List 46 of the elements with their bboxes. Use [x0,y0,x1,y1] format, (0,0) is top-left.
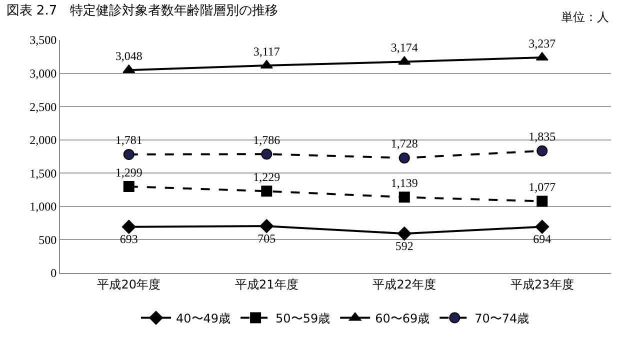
data-label: 705 [258,231,276,246]
point [397,226,412,241]
data-label: 1,781 [115,133,142,148]
y-tick-label: 2,500 [30,100,57,114]
legend-label: 70〜74歳 [474,311,530,326]
x-tick-label: 平成22年度 [372,277,436,292]
data-label: 1,077 [528,180,556,194]
y-tick-label: 3,500 [30,33,57,48]
point [398,152,410,164]
data-label: 1,229 [253,170,280,184]
point [536,196,548,207]
data-label: 3,237 [528,36,556,50]
point [261,148,272,160]
x-tick-label: 平成20年度 [97,277,161,292]
data-label: 3,117 [253,44,280,58]
data-label: 1,835 [528,130,556,144]
point [535,220,550,234]
x-tick-label: 平成21年度 [234,277,298,292]
y-tick-label: 3,000 [30,66,57,80]
data-label: 1,728 [390,136,418,151]
text: 単位：人 [561,10,609,24]
data-label: 1,299 [115,165,142,180]
y-tick-label: 1,500 [30,166,57,180]
data-label: 693 [120,232,138,246]
point [123,181,134,192]
point [123,148,134,160]
data-label: 1,139 [390,176,418,190]
data-label: 3,048 [115,48,142,63]
y-tick-label: 1,000 [30,200,57,214]
y-tick-label: 2,000 [30,133,57,148]
point [122,220,136,234]
data-label: 1,786 [253,132,280,147]
data-label: 694 [533,232,552,246]
y-tick-label: 500 [38,232,57,247]
point [398,192,410,203]
data-label: 3,174 [390,40,418,54]
chart-title: 図表 2.7 特定健診対象者数年齢階層別の推移 [6,2,278,18]
legend-label: 50〜59歳 [276,311,330,326]
point [261,186,272,197]
data-label: 592 [395,238,414,253]
legend-label: 40〜49歳 [176,311,231,326]
x-tick-label: 平成23年度 [510,277,574,292]
point [536,145,548,156]
y-tick-label: 0 [50,266,57,280]
point [260,219,274,234]
legend-label: 60〜69歳 [375,311,430,326]
